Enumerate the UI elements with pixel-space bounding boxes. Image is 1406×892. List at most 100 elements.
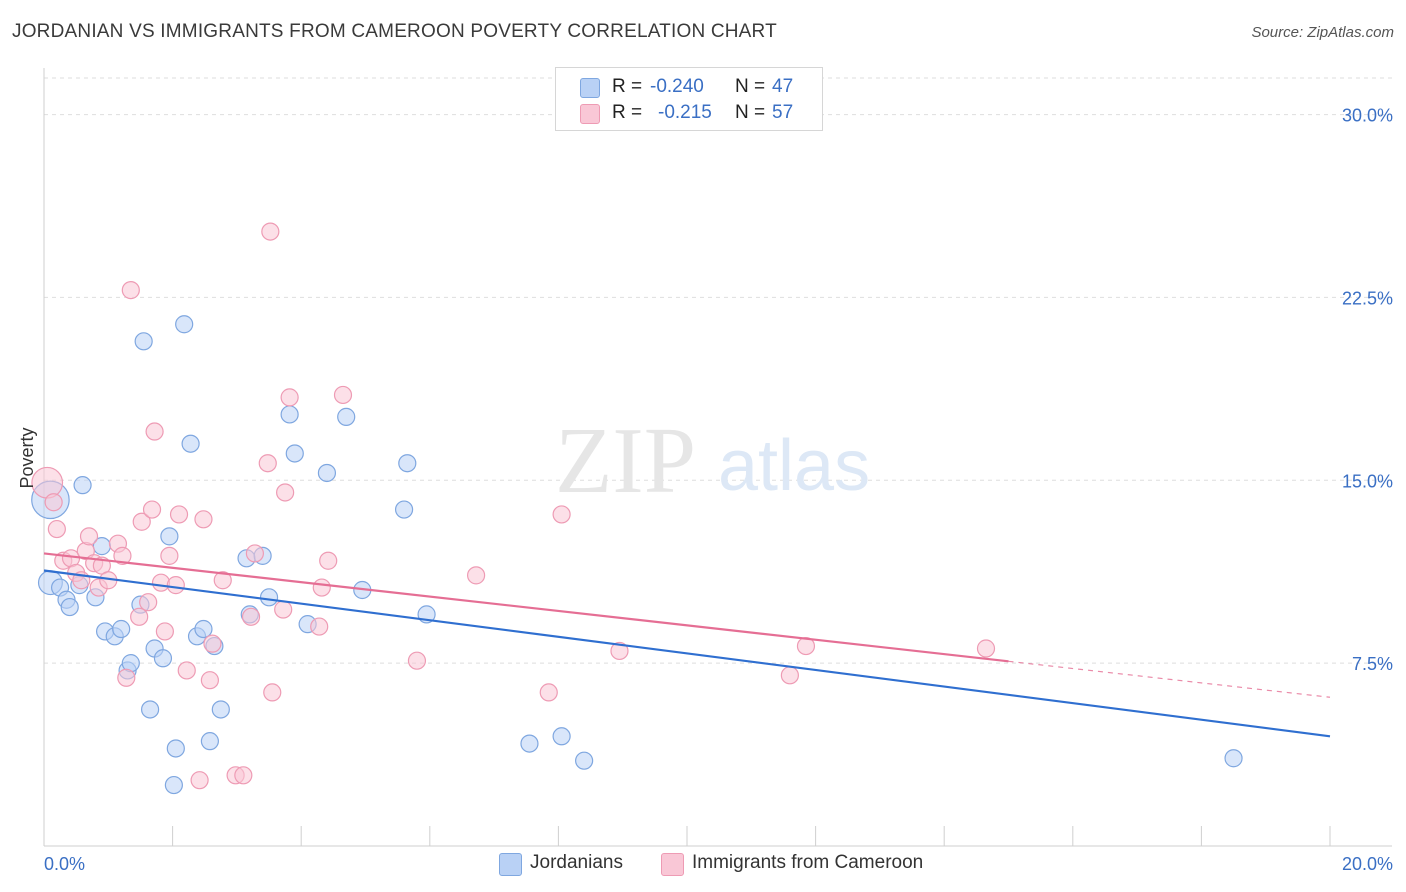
point-cameroon — [312, 578, 331, 597]
point-cameroon — [151, 573, 171, 592]
point-jordanians — [394, 500, 414, 519]
point-cameroon — [780, 666, 799, 685]
point-cameroon — [145, 422, 164, 441]
legend-label-cameroon: Immigrants from Cameroon — [692, 852, 924, 873]
point-jordanians — [112, 619, 131, 639]
point-cameroon — [539, 683, 558, 702]
point-cameroon — [155, 622, 174, 641]
legend-swatch-jordanians — [499, 853, 522, 876]
trend-layer — [43, 552, 1331, 738]
y-tick-label: 22.5% — [1342, 288, 1393, 308]
legend-r-value: -0.215 — [658, 102, 712, 123]
point-cameroon — [234, 766, 253, 785]
legend-n-value: 47 — [772, 76, 794, 97]
point-jordanians — [175, 315, 194, 334]
points-layer — [31, 222, 1243, 795]
point-jordanians — [259, 588, 279, 607]
point-cameroon — [261, 222, 280, 241]
source-label: Source: ZipAtlas.com — [1251, 24, 1394, 41]
point-cameroon — [310, 617, 329, 636]
y-axis-label: Poverty — [17, 427, 37, 488]
point-jordanians — [194, 619, 213, 639]
legend-r-label: R = — [612, 102, 643, 123]
point-jordanians — [164, 775, 183, 795]
point-jordanians — [200, 732, 219, 751]
point-cameroon — [139, 593, 158, 612]
point-cameroon — [407, 651, 427, 670]
trendline-cameroon — [43, 552, 1009, 663]
point-cameroon — [552, 505, 571, 524]
point-jordanians — [211, 700, 230, 719]
watermark-atlas: atlas — [718, 426, 870, 506]
point-cameroon — [333, 385, 353, 405]
x-tick-label: 0.0% — [44, 854, 85, 874]
legend-swatch-blue — [580, 78, 600, 98]
point-jordanians — [153, 649, 173, 668]
point-cameroon — [47, 519, 66, 539]
point-cameroon — [190, 771, 209, 790]
point-cameroon — [319, 551, 338, 570]
stats-legend: R = -0.240 N = 47 R = -0.215 N = 57 — [555, 67, 823, 131]
chart-title: JORDANIAN VS IMMIGRANTS FROM CAMEROON PO… — [12, 21, 777, 42]
point-cameroon — [113, 546, 132, 565]
point-cameroon — [245, 544, 265, 563]
y-tick-label: 30.0% — [1342, 106, 1393, 126]
legend-n-label: N = — [735, 102, 766, 123]
point-cameroon — [79, 527, 99, 546]
point-cameroon — [976, 639, 996, 658]
legend-n-value: 57 — [772, 102, 794, 123]
point-jordanians — [552, 727, 571, 746]
axis-layer — [43, 68, 1392, 847]
point-cameroon — [142, 500, 162, 519]
point-jordanians — [160, 527, 179, 546]
legend-label-jordanians: Jordanians — [530, 852, 623, 873]
point-jordanians — [337, 407, 356, 426]
series-legend: Jordanians Immigrants from Cameroon — [0, 852, 1406, 878]
point-cameroon — [258, 454, 277, 473]
legend-swatch-cameroon — [661, 853, 684, 876]
point-cameroon — [203, 634, 222, 653]
point-jordanians — [140, 700, 160, 719]
watermark-zip: ZIP — [555, 409, 696, 513]
point-cameroon — [241, 607, 261, 626]
point-jordanians — [166, 739, 185, 758]
point-jordanians — [181, 434, 200, 453]
point-cameroon — [213, 571, 232, 590]
point-jordanians — [575, 751, 594, 770]
point-cameroon — [130, 607, 149, 626]
point-jordanians — [285, 444, 304, 463]
point-cameroon — [117, 668, 136, 687]
point-jordanians — [1224, 749, 1243, 768]
point-cameroon — [121, 281, 140, 300]
point-jordanians — [398, 454, 417, 473]
point-jordanians — [317, 463, 337, 483]
point-cameroon — [44, 493, 63, 512]
trendline-cameroon-extrapolated — [1008, 660, 1331, 698]
watermark: ZIP atlas — [555, 409, 870, 513]
point-cameroon — [263, 683, 282, 702]
legend-r-label: R = — [612, 76, 643, 97]
point-cameroon — [276, 483, 295, 502]
legend-n-label: N = — [735, 76, 766, 97]
legend-r-value: -0.240 — [650, 76, 704, 97]
point-cameroon — [200, 671, 219, 690]
x-tick-label: 20.0% — [1342, 854, 1393, 874]
point-jordanians — [280, 405, 299, 424]
point-cameroon — [610, 641, 629, 661]
point-jordanians — [73, 476, 92, 495]
y-tick-label: 7.5% — [1352, 654, 1393, 674]
point-jordanians — [60, 597, 79, 617]
trendline-jordanians — [43, 569, 1331, 738]
point-cameroon — [177, 661, 196, 680]
point-cameroon — [132, 512, 151, 531]
point-jordanians — [520, 734, 539, 753]
labels-layer: 7.5% 15.0% 22.5% 30.0% 0.0% 20.0% Poverty — [17, 106, 1393, 874]
point-cameroon — [280, 388, 299, 407]
point-cameroon — [274, 600, 293, 619]
point-cameroon — [169, 505, 189, 524]
y-tick-label: 15.0% — [1342, 471, 1393, 491]
point-cameroon — [466, 566, 486, 585]
point-jordanians — [134, 332, 153, 351]
point-cameroon — [194, 510, 213, 529]
